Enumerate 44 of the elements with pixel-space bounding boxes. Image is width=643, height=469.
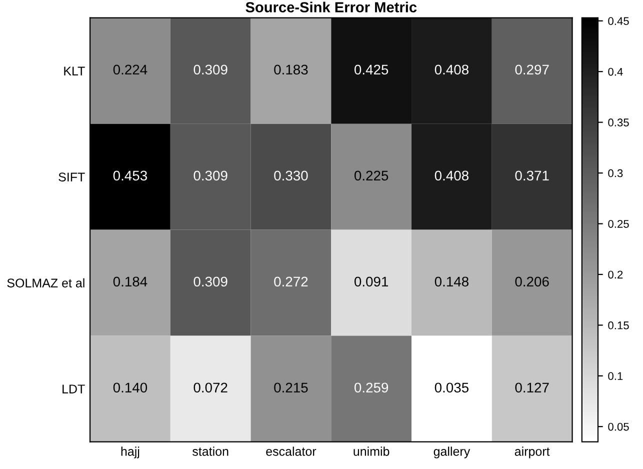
color-bar-label: 0.35	[608, 118, 629, 126]
data-label: 0.408	[434, 170, 468, 181]
color-bar-label: 0.3	[608, 169, 623, 178]
data-label: 0.309	[194, 170, 228, 181]
data-label: 0.453	[113, 170, 147, 181]
color-bar-label: 0.2	[608, 270, 623, 279]
data-label: 0.371	[515, 170, 549, 181]
data-label: 0.072	[194, 382, 228, 393]
y-tick-label: SOLMAZ et al	[7, 278, 84, 288]
color-bar-label: 0.45	[608, 17, 629, 25]
color-bar-label: 0.15	[608, 321, 629, 330]
x-tick-label: unimib	[354, 446, 390, 456]
data-label: 0.215	[274, 382, 308, 393]
data-label: 0.425	[354, 64, 388, 75]
chart-title: Source-Sink Error Metric	[246, 2, 417, 12]
data-label: 0.091	[354, 276, 388, 287]
y-tick-label: LDT	[62, 384, 85, 394]
color-bar-label: 0.25	[608, 220, 629, 228]
x-tick-label: gallery	[434, 446, 470, 458]
x-tick-label: station	[192, 446, 228, 456]
data-label: 0.224	[113, 64, 148, 75]
color-bar-label: 0.1	[608, 372, 623, 380]
x-tick-label: hajj	[121, 446, 140, 458]
data-label: 0.184	[113, 276, 148, 287]
color-bar-label: 0.4	[608, 68, 623, 76]
data-label: 0.309	[194, 276, 228, 287]
x-tick-label: escalator	[266, 446, 316, 456]
data-label: 0.297	[515, 64, 549, 75]
data-label: 0.259	[354, 382, 388, 393]
data-label: 0.140	[113, 382, 148, 393]
x-tick-label: airport	[514, 446, 550, 458]
data-label: 0.035	[434, 382, 469, 393]
data-label: 0.127	[515, 382, 549, 393]
data-label: 0.330	[274, 170, 308, 181]
color-bar-label: 0.05	[608, 422, 629, 431]
data-label: 0.408	[434, 64, 468, 75]
y-tick-label: SIFT	[58, 172, 85, 182]
data-label: 0.148	[434, 276, 468, 287]
data-label: 0.272	[274, 276, 308, 287]
data-label: 0.225	[354, 170, 388, 181]
data-label: 0.183	[274, 64, 308, 75]
y-tick-label: KLT	[64, 66, 85, 76]
data-label: 0.309	[194, 64, 228, 75]
data-label: 0.206	[515, 276, 549, 287]
